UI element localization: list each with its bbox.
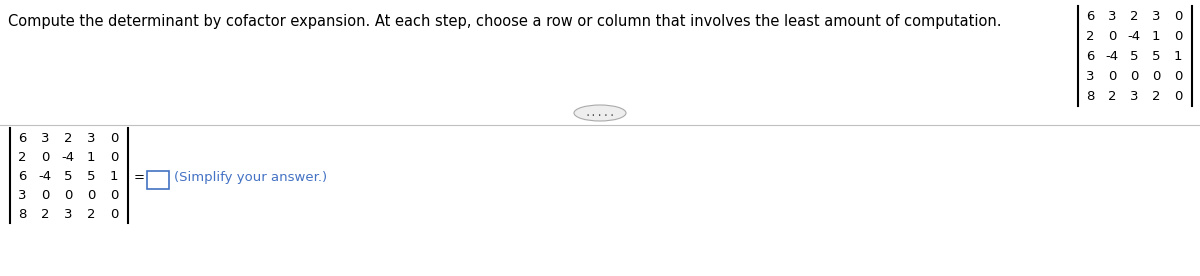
Text: 2: 2 [18,151,26,164]
Text: 3: 3 [1086,70,1094,83]
Text: 2: 2 [1152,90,1160,103]
Text: 2: 2 [1086,30,1094,43]
Text: 5: 5 [86,170,95,183]
Text: 2: 2 [1129,10,1139,23]
Text: 1: 1 [1152,30,1160,43]
Text: 1: 1 [1174,50,1182,63]
Text: =: = [134,171,145,184]
Text: 0: 0 [110,189,118,202]
Text: 3: 3 [1152,10,1160,23]
Text: 0: 0 [1108,70,1116,83]
Text: 0: 0 [110,208,118,221]
Text: 3: 3 [41,132,49,145]
FancyBboxPatch shape [148,171,169,189]
Text: 3: 3 [1129,90,1139,103]
Text: -4: -4 [1128,30,1140,43]
Text: 8: 8 [1086,90,1094,103]
Text: 0: 0 [1174,30,1182,43]
Text: 2: 2 [86,208,95,221]
Text: 2: 2 [64,132,72,145]
Text: 2: 2 [1108,90,1116,103]
Text: 0: 0 [41,189,49,202]
Text: 1: 1 [109,170,119,183]
Text: Compute the determinant by cofactor expansion. At each step, choose a row or col: Compute the determinant by cofactor expa… [8,14,1002,29]
Text: 2: 2 [41,208,49,221]
Text: 0: 0 [1152,70,1160,83]
Text: 0: 0 [1174,90,1182,103]
Text: 6: 6 [18,170,26,183]
Text: 0: 0 [41,151,49,164]
Text: 6: 6 [1086,10,1094,23]
Text: -4: -4 [38,170,52,183]
Text: 1: 1 [86,151,95,164]
Text: 3: 3 [1108,10,1116,23]
Text: 6: 6 [18,132,26,145]
Text: 3: 3 [86,132,95,145]
Text: 0: 0 [1130,70,1138,83]
Text: 0: 0 [110,151,118,164]
Text: 0: 0 [86,189,95,202]
Text: 0: 0 [64,189,72,202]
Text: 0: 0 [1108,30,1116,43]
Text: 3: 3 [18,189,26,202]
Text: 0: 0 [110,132,118,145]
Text: -4: -4 [1105,50,1118,63]
Text: 0: 0 [1174,70,1182,83]
Text: 8: 8 [18,208,26,221]
Text: 3: 3 [64,208,72,221]
Text: 5: 5 [64,170,72,183]
Text: 5: 5 [1129,50,1139,63]
Text: (Simplify your answer.): (Simplify your answer.) [174,171,328,184]
Text: 6: 6 [1086,50,1094,63]
Text: 5: 5 [1152,50,1160,63]
Ellipse shape [574,105,626,121]
Text: -4: -4 [61,151,74,164]
Text: .....: ..... [584,108,616,118]
Text: 0: 0 [1174,10,1182,23]
